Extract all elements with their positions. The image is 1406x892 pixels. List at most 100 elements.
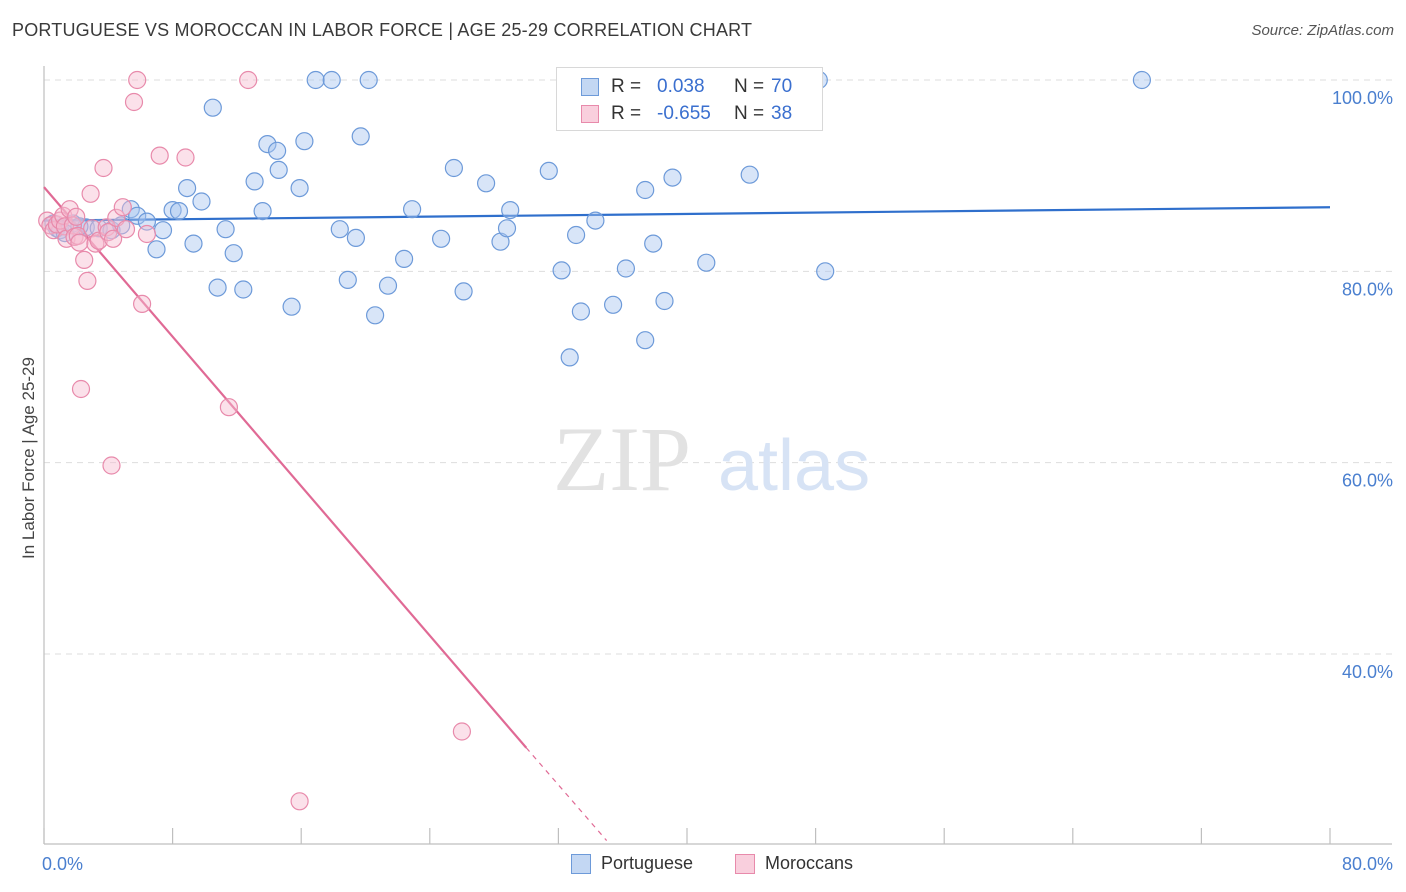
- portuguese-point: [184, 234, 203, 253]
- y-tick-label: 60.0%: [1342, 471, 1393, 491]
- y-tick-label: 40.0%: [1342, 662, 1393, 682]
- portuguese-point: [740, 165, 759, 184]
- moroccan-point: [102, 456, 121, 475]
- portuguese-point: [501, 201, 520, 220]
- moroccan-point: [150, 146, 169, 165]
- y-axis-title: In Labor Force | Age 25-29: [19, 357, 38, 559]
- moroccan-point: [71, 379, 91, 399]
- moroccan-point: [81, 184, 100, 203]
- portuguese-point: [290, 179, 309, 198]
- legend-r-label: R =: [611, 76, 642, 97]
- portuguese-point: [128, 206, 147, 225]
- legend-n-value: 70: [771, 76, 793, 97]
- moroccan-point: [452, 722, 471, 741]
- legend-swatch-moroccan: [581, 105, 599, 123]
- portuguese-point: [616, 259, 636, 278]
- portuguese-point: [169, 202, 189, 221]
- portuguese-point: [208, 278, 227, 297]
- moroccan-trend-extension: [525, 747, 608, 841]
- moroccan-point: [116, 220, 136, 239]
- moroccan-point: [290, 792, 309, 811]
- x-tick-labels: 0.0% 80.0%: [42, 854, 1393, 874]
- moroccan-point: [75, 250, 94, 269]
- portuguese-point: [163, 201, 182, 220]
- portuguese-point: [322, 70, 341, 90]
- legend-r-value: 0.038: [657, 76, 705, 97]
- axes: [43, 66, 1392, 845]
- grid-lines: [44, 79, 1392, 655]
- portuguese-point: [444, 158, 463, 178]
- moroccan-point: [86, 234, 105, 253]
- portuguese-point: [497, 219, 517, 238]
- moroccan-point: [94, 158, 113, 178]
- portuguese-trend-line: [43, 206, 1331, 222]
- portuguese-point: [351, 127, 370, 146]
- portuguese-point: [268, 141, 287, 160]
- legend-n-label: N =: [734, 103, 765, 124]
- portuguese-point: [644, 234, 663, 253]
- data-points: [38, 70, 1152, 811]
- moroccan-point: [133, 294, 152, 313]
- portuguese-point: [253, 202, 272, 221]
- legend: R = 0.038 N = 70 R = -0.655 N = 38: [556, 67, 823, 131]
- moroccan-point: [103, 229, 123, 248]
- portuguese-point: [234, 280, 253, 299]
- portuguese-point: [697, 253, 716, 272]
- portuguese-point: [359, 70, 378, 90]
- moroccan-point: [124, 92, 144, 112]
- portuguese-point: [1132, 70, 1152, 90]
- portuguese-point: [330, 220, 349, 239]
- bottom-legend-label-moroccan: Moroccans: [765, 853, 854, 873]
- moroccan-point: [137, 224, 156, 244]
- moroccan-point: [78, 271, 97, 290]
- watermark: ZIP atlas: [553, 408, 870, 510]
- portuguese-point: [586, 211, 605, 230]
- portuguese-point: [153, 221, 173, 240]
- bottom-legend-swatch-moroccan: [735, 854, 755, 874]
- portuguese-point: [346, 228, 365, 247]
- bottom-legend-label-portuguese: Portuguese: [601, 853, 694, 873]
- portuguese-point: [295, 132, 314, 151]
- legend-r-label: R =: [611, 103, 642, 124]
- portuguese-point: [432, 229, 451, 248]
- source-label: Source: ZipAtlas.com: [1251, 22, 1394, 39]
- portuguese-point: [378, 276, 398, 295]
- legend-n-value: 38: [771, 103, 793, 124]
- portuguese-point: [269, 160, 288, 179]
- portuguese-point: [258, 135, 277, 154]
- moroccan-point: [67, 207, 86, 226]
- portuguese-point: [403, 200, 422, 219]
- portuguese-point: [636, 331, 655, 350]
- portuguese-point: [560, 348, 579, 367]
- moroccan-point: [239, 70, 258, 90]
- portuguese-point: [338, 270, 357, 289]
- portuguese-point: [571, 302, 591, 321]
- portuguese-point: [539, 161, 558, 180]
- portuguese-point: [282, 297, 301, 316]
- legend-swatch-portuguese: [581, 78, 599, 96]
- watermark-atlas: atlas: [718, 426, 870, 506]
- portuguese-point: [137, 212, 156, 231]
- moroccan-point: [128, 70, 147, 90]
- portuguese-point: [216, 220, 235, 239]
- moroccan-trend-line: [43, 186, 528, 749]
- portuguese-point: [477, 174, 496, 193]
- portuguese-point: [224, 244, 243, 263]
- portuguese-point: [603, 295, 623, 314]
- moroccan-point: [44, 221, 63, 240]
- legend-n-label: N =: [734, 76, 765, 97]
- moroccan-point: [219, 398, 238, 417]
- bottom-legend-swatch-portuguese: [571, 854, 591, 874]
- portuguese-point: [203, 98, 222, 117]
- x-tick-label: 80.0%: [1342, 854, 1393, 874]
- portuguese-point: [366, 306, 385, 325]
- x-tick-label: 0.0%: [42, 854, 83, 874]
- portuguese-point: [395, 249, 414, 268]
- portuguese-point: [147, 240, 166, 259]
- portuguese-point: [663, 168, 682, 187]
- portuguese-point: [552, 261, 571, 280]
- legend-r-value: -0.655: [657, 103, 711, 124]
- moroccan-point: [70, 233, 89, 252]
- portuguese-point: [816, 262, 835, 281]
